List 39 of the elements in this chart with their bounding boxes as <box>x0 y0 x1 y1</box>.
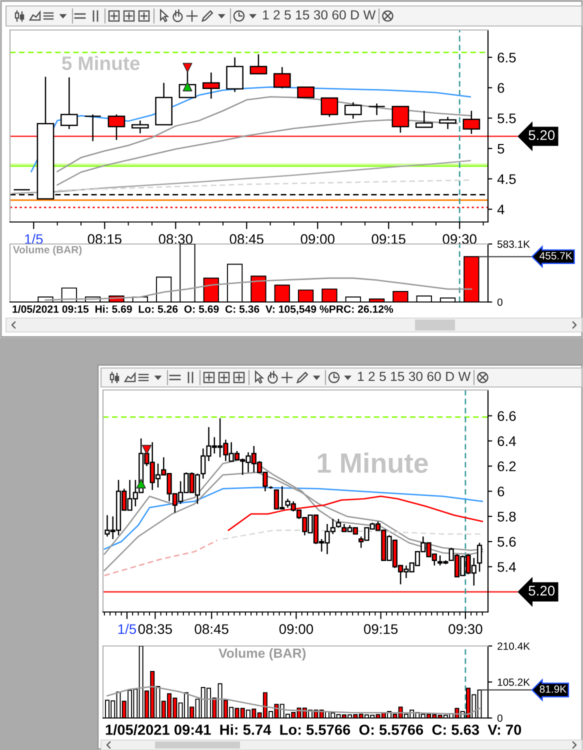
y-tick-label: 6.6 <box>498 411 516 421</box>
data-label: 455.7K <box>540 252 572 260</box>
y-tick-label: 6 <box>498 486 504 496</box>
y-tick-label: 0 <box>497 298 502 306</box>
y-tick-label: 4 <box>497 204 504 214</box>
data-label: 81.9K <box>540 685 566 693</box>
text: 1/05/2021 09:15 Hi: 5.69 Lo: 5.26 O: 5.69 C: 5.36 V: 105,549 %PRC: 26.12% <box>12 305 394 314</box>
y-tick-label: 6.4 <box>498 436 516 446</box>
ref-line-label: 5.20 <box>528 130 555 140</box>
x-tick-label: 09:30 <box>442 234 476 244</box>
x-tick-label: 08:35 <box>138 624 172 634</box>
chart-title: Volume (BAR) <box>218 648 306 660</box>
y-tick-label: 6.5 <box>498 52 516 63</box>
x-tick-label: 09:15 <box>364 624 398 634</box>
chart-title: Volume (BAR) <box>12 246 82 256</box>
text: 5 Minute <box>62 56 140 70</box>
y-tick-label: 4.5 <box>497 174 516 184</box>
text: 1 2 5 15 30 60 D W <box>263 10 376 20</box>
text: 1/05/2021 09:41 Hi: 5.74 Lo: 5.5766 O: 5.5766 C: 5.63 V: 70 <box>106 724 522 736</box>
y-tick-label: 5 <box>498 144 504 154</box>
y-tick-label: 6 <box>498 83 504 93</box>
text: 1 2 5 15 30 60 D W <box>358 372 471 382</box>
y-tick-label: 105.2K <box>498 678 530 686</box>
y-tick-label: 5.5 <box>498 114 516 124</box>
y-tick-label: 210.4K <box>498 642 530 650</box>
y-tick-label: 6.2 <box>498 461 516 472</box>
ref-line-label: 5.20 <box>528 586 555 596</box>
text: 1 Minute <box>318 452 428 473</box>
y-tick-label: 5.6 <box>498 536 516 547</box>
x-tick-label: 09:00 <box>300 234 334 244</box>
y-tick-label: 5.4 <box>498 562 516 572</box>
x-tick-label: 08:45 <box>194 624 228 634</box>
y-tick-label: 0 <box>497 714 502 722</box>
x-tick-label: 09:30 <box>448 624 482 634</box>
x-tick-label: 08:45 <box>230 234 264 244</box>
x-tick-label: 09:00 <box>279 624 314 634</box>
x-tick-label: 1/5 <box>118 624 136 634</box>
y-tick-label: 583.1K <box>497 240 530 248</box>
y-tick-label: 5.8 <box>498 512 516 522</box>
